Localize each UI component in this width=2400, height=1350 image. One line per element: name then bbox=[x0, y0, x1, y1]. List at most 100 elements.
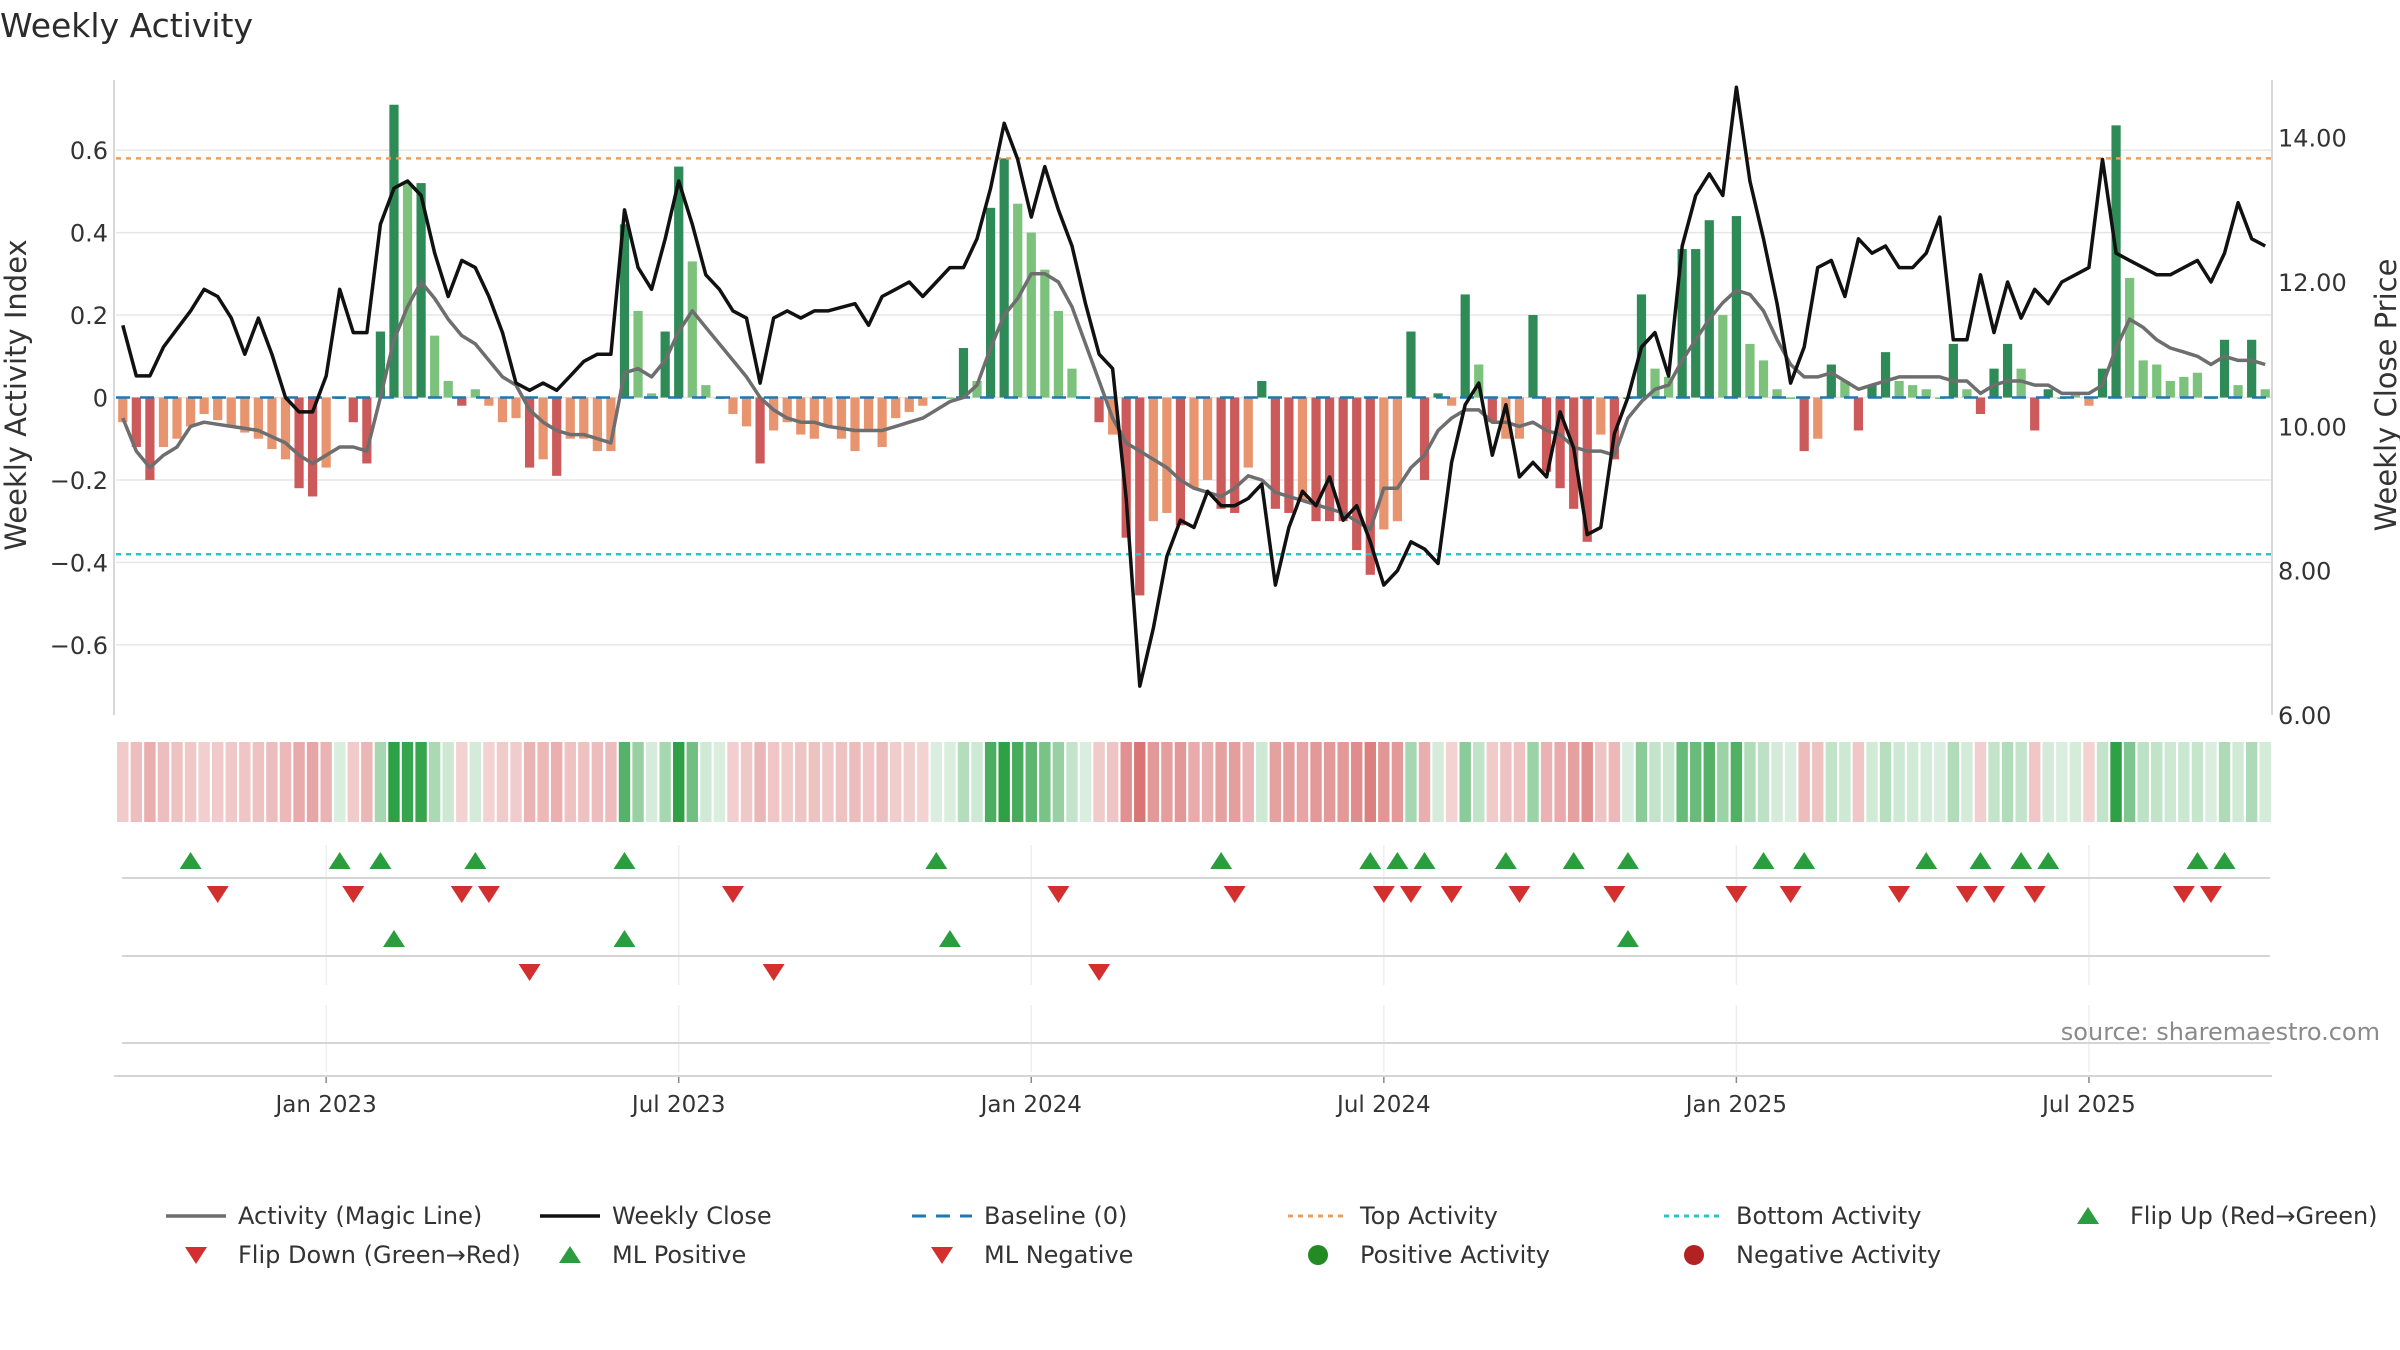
strip-cell bbox=[1595, 742, 1607, 822]
y2-tick-label: 12.00 bbox=[2278, 269, 2347, 297]
bar-negative bbox=[484, 397, 494, 406]
flip-down-marker bbox=[1223, 886, 1246, 903]
strip-cell bbox=[334, 742, 346, 822]
bar-negative bbox=[1853, 397, 1864, 431]
flip-up-marker bbox=[1752, 852, 1775, 869]
flip-markers bbox=[179, 852, 2236, 1264]
legend-mlneg-swatch bbox=[931, 1247, 953, 1264]
bar-negative bbox=[1365, 397, 1375, 575]
strip-cell bbox=[1567, 742, 1580, 822]
strip-cell bbox=[795, 742, 807, 822]
strip-cell bbox=[1445, 742, 1458, 822]
legend-label: Negative Activity bbox=[1736, 1241, 1941, 1269]
strip-cell bbox=[1988, 742, 2000, 822]
strip-cell bbox=[1500, 742, 1512, 822]
strip-cell bbox=[1473, 742, 1485, 822]
legend-posact-swatch bbox=[1308, 1245, 1328, 1265]
bar-negative bbox=[904, 397, 914, 412]
ml-negative-marker bbox=[518, 964, 541, 981]
bar-negative bbox=[1514, 397, 1525, 439]
x-tick-label: Jul 2023 bbox=[630, 1092, 726, 1118]
bar-negative bbox=[213, 397, 223, 421]
flip-up-marker bbox=[925, 852, 948, 869]
strip-cell bbox=[1906, 742, 1919, 822]
strip-cell bbox=[1798, 742, 1810, 822]
bar-positive bbox=[1067, 368, 1077, 398]
strip-cell bbox=[1649, 742, 1661, 822]
bar-negative bbox=[1284, 397, 1294, 513]
bar-positive bbox=[1053, 310, 1064, 398]
bar-positive bbox=[619, 224, 630, 398]
flip-down-marker bbox=[342, 886, 365, 903]
bar-positive bbox=[1935, 397, 1945, 399]
strip-cell bbox=[1269, 742, 1282, 822]
strip-cell bbox=[537, 742, 549, 822]
bar-positive bbox=[2260, 389, 2270, 398]
strip-cell bbox=[1608, 742, 1621, 822]
bar-negative bbox=[1230, 397, 1240, 513]
magic-line bbox=[121, 272, 2266, 532]
bar-positive bbox=[1880, 352, 1891, 398]
bar-positive bbox=[1026, 232, 1036, 398]
strip-cell bbox=[754, 742, 766, 822]
strip-cell bbox=[374, 742, 387, 822]
strip-cell bbox=[2056, 742, 2068, 822]
bar-positive bbox=[1772, 389, 1782, 398]
flip-down-marker bbox=[1603, 886, 1626, 903]
strip-cell bbox=[1893, 742, 1905, 822]
strip-cell bbox=[2110, 742, 2122, 822]
strip-cell bbox=[917, 742, 929, 822]
bar-positive bbox=[1528, 315, 1538, 398]
strip-cell bbox=[930, 742, 943, 822]
bar-negative bbox=[1352, 397, 1362, 551]
strip-cell bbox=[1012, 742, 1024, 822]
flip-down-marker bbox=[1888, 886, 1911, 903]
strip-cell bbox=[957, 742, 970, 822]
strip-cell bbox=[2259, 742, 2271, 822]
bar-positive bbox=[945, 397, 955, 399]
strip-cell bbox=[605, 742, 617, 822]
bar-positive bbox=[633, 310, 643, 398]
flip-up-marker bbox=[1969, 852, 1992, 869]
strip-cell bbox=[2123, 742, 2136, 822]
legend-label: Flip Down (Green→Red) bbox=[238, 1241, 521, 1269]
flip-up-marker bbox=[328, 852, 351, 869]
bar-negative bbox=[1975, 397, 1986, 414]
legend-label: ML Positive bbox=[612, 1241, 746, 1269]
bar-negative bbox=[185, 397, 196, 427]
strip-cell bbox=[862, 742, 875, 822]
strip-cell bbox=[2232, 742, 2244, 822]
bar-positive bbox=[1474, 364, 1484, 398]
flip-up-marker bbox=[2037, 852, 2060, 869]
bar-negative bbox=[877, 397, 887, 447]
x-tick-label: Jul 2025 bbox=[2040, 1092, 2136, 1118]
flip-up-marker bbox=[1562, 852, 1585, 869]
flip-down-marker bbox=[1725, 886, 1748, 903]
legend: Activity (Magic Line) Weekly Close Baselin… bbox=[166, 1202, 2378, 1269]
strip-cell bbox=[1215, 742, 1227, 822]
strip-cell bbox=[1364, 742, 1376, 822]
bar-positive bbox=[443, 381, 453, 398]
bar-positive bbox=[660, 331, 670, 398]
bar-positive bbox=[1704, 220, 1714, 398]
strip-cell bbox=[483, 742, 495, 822]
y2-tick-label: 8.00 bbox=[2278, 558, 2331, 586]
bar-positive bbox=[1257, 381, 1267, 398]
y2-tick-label: 6.00 bbox=[2278, 702, 2331, 730]
strip-cell bbox=[2245, 742, 2258, 822]
flip-down-marker bbox=[1983, 886, 2006, 903]
strip-cell bbox=[130, 742, 143, 822]
bar-negative bbox=[511, 397, 521, 419]
flip-up-marker bbox=[179, 852, 202, 869]
series-lines bbox=[121, 85, 2267, 688]
bar-positive bbox=[2247, 339, 2257, 398]
legend-negact-swatch bbox=[1684, 1245, 1704, 1265]
x-tick-label: Jul 2024 bbox=[1335, 1092, 1431, 1118]
activity-bars bbox=[118, 104, 2270, 596]
strip-cell bbox=[1879, 742, 1892, 822]
bar-negative bbox=[538, 397, 548, 460]
strip-cell bbox=[1934, 742, 1946, 822]
bar-positive bbox=[1663, 376, 1674, 398]
ml-negative-marker bbox=[762, 964, 785, 981]
strip-cell bbox=[1120, 742, 1132, 822]
